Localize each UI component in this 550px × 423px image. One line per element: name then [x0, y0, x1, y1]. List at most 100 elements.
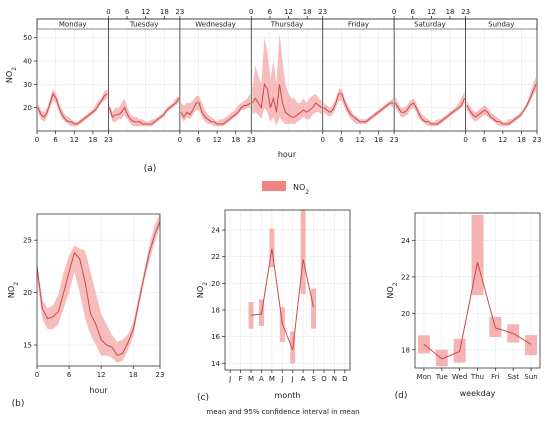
day-label-friday: Friday: [348, 21, 369, 29]
mean-line-sunday: [466, 84, 537, 125]
x-tick-label: 12: [97, 371, 106, 379]
y-tick-label: 14: [211, 360, 220, 368]
x-tick-label: 6: [125, 8, 130, 16]
panel-a: Monday Tuesday Wednesday Thursday Friday Satu…: [5, 8, 541, 174]
mean-line-tuesday: [108, 98, 180, 125]
x-tick-label: 0: [249, 8, 253, 16]
day-label-tuesday: Tuesday: [129, 21, 158, 29]
x-tick-label: 23: [318, 8, 327, 16]
day-label-monday: Monday: [59, 21, 87, 29]
x-tick-label: F: [239, 375, 243, 383]
x-tick-label: 23: [104, 136, 113, 144]
x-tick-label: 18: [303, 8, 312, 16]
x-tick-label: 18: [160, 8, 169, 16]
legend: NO2: [262, 181, 309, 196]
x-tick-label: 6: [196, 136, 201, 144]
mean-line: [36, 221, 161, 357]
ci-box: [269, 228, 275, 268]
x-tick-label: Sun: [524, 373, 537, 381]
ci-band-tuesday: [109, 96, 179, 127]
x-tick-label: 18: [374, 136, 383, 144]
x-tick-label: 12: [284, 8, 293, 16]
y-tick-label: 50: [23, 34, 32, 42]
x-axis-title: weekday: [460, 389, 496, 398]
x-tick-label: 0: [35, 136, 39, 144]
plot-frame: [36, 213, 161, 367]
x-tick-label: 0: [392, 8, 396, 16]
x-tick-label: 12: [141, 8, 150, 16]
x-tick-label: 23: [175, 8, 184, 16]
x-tick-label: 12: [356, 136, 365, 144]
y-tick-label: 25: [23, 237, 32, 245]
ci-band-saturday: [395, 91, 465, 127]
x-tick-label: 6: [268, 8, 273, 16]
y-tick-label: 24: [211, 227, 220, 235]
mean-line-thursday: [251, 82, 323, 118]
y-tick-label: 18: [211, 307, 220, 315]
mean-line-friday: [323, 93, 394, 123]
x-tick-label: S: [311, 375, 316, 383]
ci-box: [311, 288, 317, 329]
x-tick-label: 23: [461, 8, 470, 16]
x-tick-label: 0: [106, 8, 110, 16]
y-tick-label: 20: [23, 289, 32, 297]
x-tick-label: Fri: [491, 373, 499, 381]
x-tick-label: D: [342, 375, 347, 383]
legend-swatch: [262, 181, 286, 191]
x-tick-label: Mon: [417, 373, 432, 381]
x-tick-label: 6: [53, 136, 58, 144]
x-axis-title: month: [275, 391, 301, 400]
x-tick-label: 0: [320, 136, 324, 144]
ci-box: [525, 335, 538, 356]
mean-line-monday: [37, 92, 108, 125]
y-tick-label: 16: [211, 333, 220, 341]
x-tick-label: 0: [178, 136, 182, 144]
y-tick-label: 40: [23, 58, 32, 66]
ci-band-sunday: [466, 77, 536, 127]
x-tick-label: J: [291, 375, 294, 383]
x-tick-label: 12: [427, 8, 436, 16]
day-label-saturday: Saturday: [414, 21, 446, 29]
x-tick-label: 18: [231, 136, 240, 144]
x-tick-label: 6: [411, 8, 416, 16]
x-tick-label: 23: [247, 136, 256, 144]
x-axis-title: hour: [278, 150, 297, 159]
panel-label: (c): [197, 393, 209, 403]
ci-band-wednesday: [180, 93, 251, 127]
plot-frame: [36, 18, 538, 132]
x-tick-label: 12: [213, 136, 222, 144]
x-tick-label: 0: [35, 371, 39, 379]
mean-line-wednesday: [180, 102, 251, 125]
y-tick-label: 24: [401, 237, 410, 245]
y-tick-label: 20: [211, 280, 220, 288]
y-tick-label: 20: [23, 104, 32, 112]
x-tick-label: O: [321, 375, 327, 383]
x-tick-label: 6: [482, 136, 487, 144]
x-tick-label: A: [259, 375, 264, 383]
x-tick-label: Wed: [452, 373, 467, 381]
y-tick-label: 30: [23, 81, 32, 89]
plot-frame: [224, 209, 351, 371]
y-tick-label: 22: [211, 253, 220, 261]
mean-line-saturday: [394, 98, 466, 125]
x-tick-label: Sat: [507, 373, 519, 381]
panel-label: (a): [144, 164, 157, 174]
x-tick-label: 12: [70, 136, 79, 144]
y-axis-title: NO2: [5, 67, 18, 83]
x-tick-label: Thu: [470, 373, 484, 381]
y-tick-label: 22: [401, 273, 410, 281]
ci-band-friday: [323, 89, 394, 124]
figure-caption: mean and 95% confidence interval in mean: [206, 408, 359, 416]
x-tick-label: 12: [498, 136, 507, 144]
x-tick-label: 18: [88, 136, 97, 144]
x-tick-label: 18: [446, 8, 455, 16]
ci-box: [300, 210, 306, 294]
ci-box: [435, 349, 448, 367]
mean-line: [423, 262, 532, 360]
ci-box: [279, 307, 285, 342]
x-tick-label: 6: [339, 136, 344, 144]
x-tick-label: 0: [463, 136, 467, 144]
day-label-wednesday: Wednesday: [195, 21, 236, 29]
x-tick-label: J: [228, 375, 231, 383]
